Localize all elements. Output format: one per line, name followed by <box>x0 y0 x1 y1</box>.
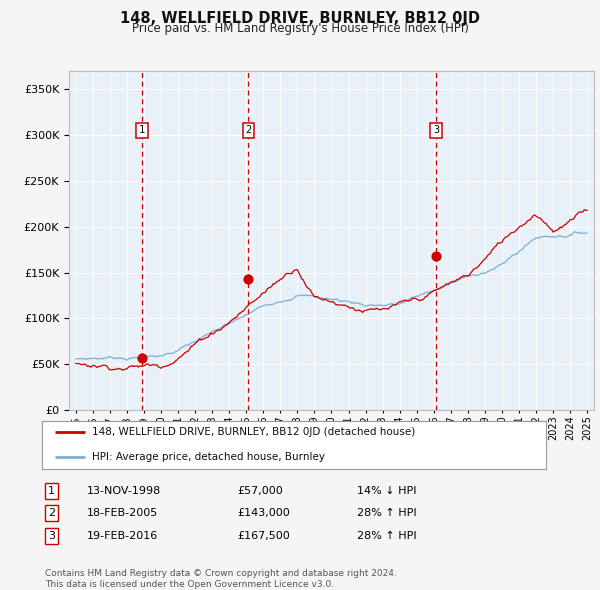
Text: £167,500: £167,500 <box>237 531 290 540</box>
Text: Price paid vs. HM Land Registry's House Price Index (HPI): Price paid vs. HM Land Registry's House … <box>131 22 469 35</box>
Text: 1: 1 <box>139 126 145 135</box>
Text: 148, WELLFIELD DRIVE, BURNLEY, BB12 0JD: 148, WELLFIELD DRIVE, BURNLEY, BB12 0JD <box>120 11 480 25</box>
Text: 2: 2 <box>48 509 55 518</box>
Text: 28% ↑ HPI: 28% ↑ HPI <box>357 509 416 518</box>
Text: 2: 2 <box>245 126 251 135</box>
Text: HPI: Average price, detached house, Burnley: HPI: Average price, detached house, Burn… <box>92 453 325 463</box>
Text: £143,000: £143,000 <box>237 509 290 518</box>
Text: 18-FEB-2005: 18-FEB-2005 <box>87 509 158 518</box>
Text: 3: 3 <box>48 531 55 540</box>
Point <box>244 274 253 284</box>
Text: 28% ↑ HPI: 28% ↑ HPI <box>357 531 416 540</box>
Point <box>137 353 146 362</box>
Text: 1: 1 <box>48 486 55 496</box>
Point <box>431 252 441 261</box>
Text: 13-NOV-1998: 13-NOV-1998 <box>87 486 161 496</box>
Text: 3: 3 <box>433 126 439 135</box>
Text: 14% ↓ HPI: 14% ↓ HPI <box>357 486 416 496</box>
Text: Contains HM Land Registry data © Crown copyright and database right 2024.
This d: Contains HM Land Registry data © Crown c… <box>45 569 397 589</box>
Text: 148, WELLFIELD DRIVE, BURNLEY, BB12 0JD (detached house): 148, WELLFIELD DRIVE, BURNLEY, BB12 0JD … <box>92 427 416 437</box>
Text: 19-FEB-2016: 19-FEB-2016 <box>87 531 158 540</box>
Text: £57,000: £57,000 <box>237 486 283 496</box>
